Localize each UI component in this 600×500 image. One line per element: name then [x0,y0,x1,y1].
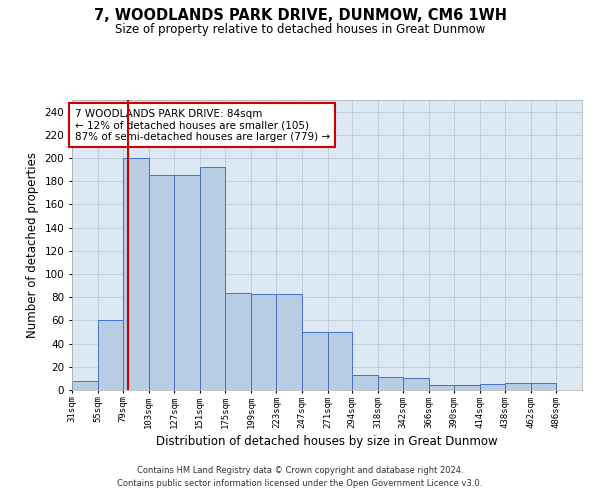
Bar [505,383,531,390]
Bar [123,158,149,390]
Bar [377,377,403,390]
Bar [480,384,505,390]
Bar [328,332,352,390]
Bar [251,294,277,390]
Bar [302,332,328,390]
Bar [149,176,174,390]
Bar [531,383,556,390]
Bar [72,380,98,390]
Bar [277,294,302,390]
Bar [428,386,454,390]
Bar [352,375,377,390]
Bar [454,386,480,390]
Bar [200,168,226,390]
Text: Contains HM Land Registry data © Crown copyright and database right 2024.
Contai: Contains HM Land Registry data © Crown c… [118,466,482,487]
Text: 7, WOODLANDS PARK DRIVE, DUNMOW, CM6 1WH: 7, WOODLANDS PARK DRIVE, DUNMOW, CM6 1WH [94,8,506,22]
Text: Distribution of detached houses by size in Great Dunmow: Distribution of detached houses by size … [156,435,498,448]
Y-axis label: Number of detached properties: Number of detached properties [26,152,39,338]
Bar [98,320,123,390]
Bar [174,176,200,390]
Text: 7 WOODLANDS PARK DRIVE: 84sqm
← 12% of detached houses are smaller (105)
87% of : 7 WOODLANDS PARK DRIVE: 84sqm ← 12% of d… [74,108,329,142]
Bar [403,378,428,390]
Bar [226,292,251,390]
Text: Size of property relative to detached houses in Great Dunmow: Size of property relative to detached ho… [115,22,485,36]
